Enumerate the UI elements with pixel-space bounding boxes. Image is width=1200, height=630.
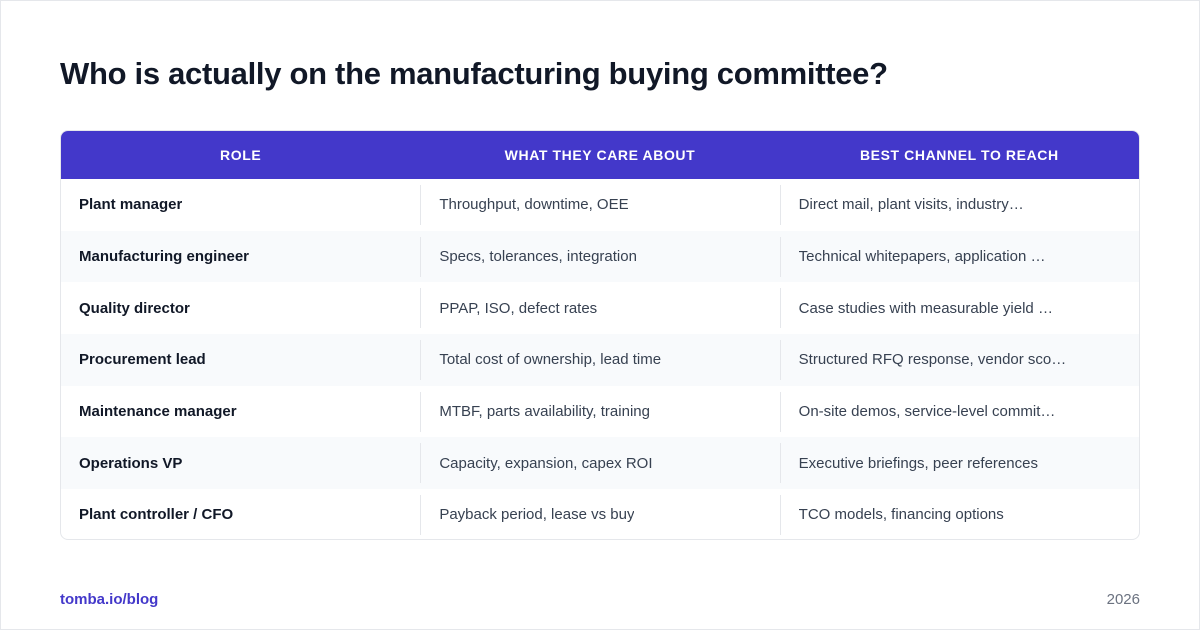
column-header-channel: BEST CHANNEL TO REACH — [859, 147, 1059, 163]
table-row: Maintenance manager MTBF, parts availabi… — [61, 386, 1139, 438]
table-row: Manufacturing engineer Specs, tolerances… — [61, 230, 1139, 283]
cares-cell: Throughput, downtime, OEE — [420, 184, 779, 225]
channel-text: Executive briefings, peer references — [798, 454, 1038, 472]
role-cell: Quality director — [61, 288, 420, 328]
channel-cell: Executive briefings, peer references — [779, 443, 1139, 484]
cares-cell: Specs, tolerances, integration — [420, 236, 779, 277]
table-row: Operations VP Capacity, expansion, capex… — [61, 437, 1139, 490]
role-cell: Procurement lead — [61, 340, 420, 380]
role-text: Maintenance manager — [79, 403, 237, 421]
channel-text: On-site demos, service-level commit… — [798, 403, 1056, 421]
role-cell: Maintenance manager — [61, 392, 420, 432]
cares-text: Total cost of ownership, lead time — [439, 351, 662, 369]
channel-text: Direct mail, plant visits, industry… — [798, 196, 1024, 214]
cares-cell: PPAP, ISO, defect rates — [420, 288, 779, 329]
page-title: Who is actually on the manufacturing buy… — [60, 56, 888, 91]
table-row: Plant controller / CFO Payback period, l… — [61, 489, 1139, 539]
channel-text: TCO models, financing options — [798, 506, 1004, 524]
cares-text: PPAP, ISO, defect rates — [439, 299, 598, 317]
role-cell: Plant manager — [61, 185, 420, 225]
role-text: Plant controller / CFO — [79, 506, 234, 524]
column-header-role: ROLE — [220, 147, 262, 163]
source-link[interactable]: tomba.io/blog — [60, 591, 159, 608]
role-cell: Plant controller / CFO — [61, 495, 420, 535]
year-label: 2026 — [1106, 591, 1140, 608]
committee-table: ROLE WHAT THEY CARE ABOUT BEST CHANNEL T… — [60, 130, 1140, 540]
channel-cell: TCO models, financing options — [779, 494, 1139, 535]
role-text: Plant manager — [79, 196, 183, 214]
role-cell: Manufacturing engineer — [61, 237, 420, 277]
channel-cell: Structured RFQ response, vendor sco… — [779, 339, 1139, 380]
channel-cell: Direct mail, plant visits, industry… — [779, 184, 1139, 225]
cares-text: Payback period, lease vs buy — [439, 506, 635, 524]
cares-text: MTBF, parts availability, training — [439, 403, 650, 421]
cares-text: Capacity, expansion, capex ROI — [439, 454, 653, 472]
table-row: Procurement lead Total cost of ownership… — [61, 334, 1139, 386]
table-row: Quality director PPAP, ISO, defect rates… — [61, 282, 1139, 334]
channel-text: Case studies with measurable yield … — [798, 299, 1053, 317]
column-header-cares: WHAT THEY CARE ABOUT — [504, 147, 696, 163]
channel-text: Technical whitepapers, application … — [798, 248, 1046, 266]
cares-cell: MTBF, parts availability, training — [420, 391, 779, 432]
role-cell: Operations VP — [61, 443, 420, 483]
channel-text: Structured RFQ response, vendor sco… — [798, 351, 1067, 369]
cares-cell: Capacity, expansion, capex ROI — [420, 443, 779, 484]
table-body: Plant manager Throughput, downtime, OEE … — [61, 179, 1139, 539]
channel-cell: On-site demos, service-level commit… — [779, 391, 1139, 432]
role-text: Operations VP — [79, 454, 183, 472]
table-header: ROLE WHAT THEY CARE ABOUT BEST CHANNEL T… — [61, 131, 1139, 179]
cares-cell: Payback period, lease vs buy — [420, 494, 779, 535]
role-text: Manufacturing engineer — [79, 248, 250, 266]
cares-text: Throughput, downtime, OEE — [439, 196, 629, 214]
role-text: Procurement lead — [79, 351, 206, 369]
channel-cell: Case studies with measurable yield … — [779, 288, 1139, 329]
channel-cell: Technical whitepapers, application … — [779, 236, 1139, 277]
cares-text: Specs, tolerances, integration — [439, 248, 637, 266]
cares-cell: Total cost of ownership, lead time — [420, 339, 779, 380]
table-row: Plant manager Throughput, downtime, OEE … — [61, 179, 1139, 231]
role-text: Quality director — [79, 299, 190, 317]
